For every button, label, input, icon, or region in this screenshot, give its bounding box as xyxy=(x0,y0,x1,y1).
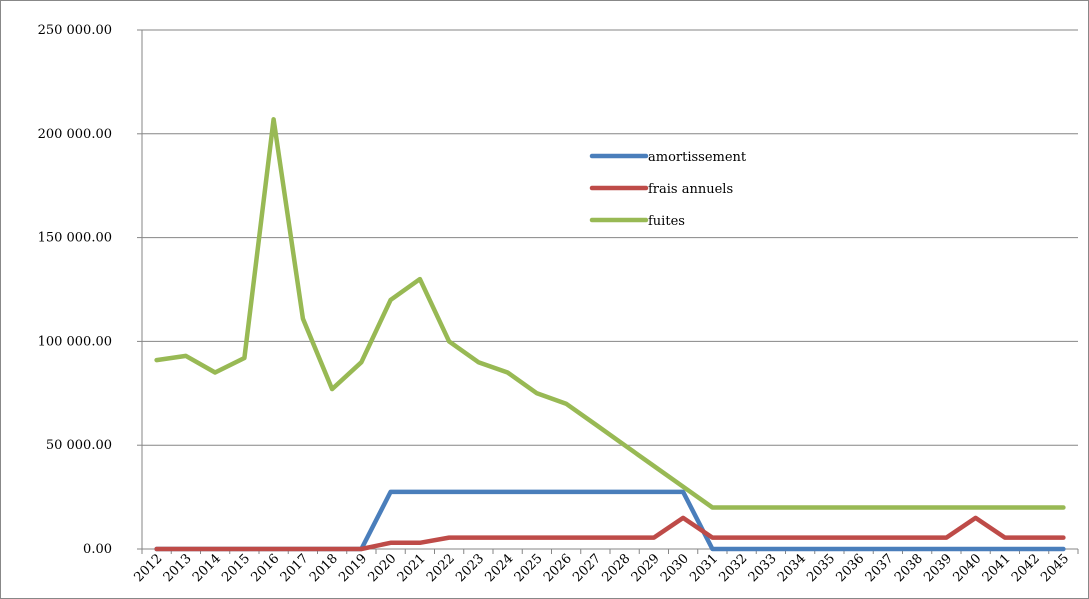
x-tick-label: 2021 xyxy=(395,551,429,585)
x-tick-label: 2024 xyxy=(482,551,516,585)
x-tick-label: 2020 xyxy=(365,551,399,585)
y-tick-label: 200 000.00 xyxy=(38,127,112,142)
gridlines xyxy=(142,29,1078,446)
y-tick-label: 50 000.00 xyxy=(46,438,112,453)
series-line-amortissement xyxy=(154,489,1066,552)
x-tick-label: 2033 xyxy=(746,551,780,585)
x-tick-label: 2036 xyxy=(833,551,867,585)
x-tick-label: 2015 xyxy=(219,551,253,585)
x-tick-label: 2037 xyxy=(863,551,897,585)
x-tick-label: 2022 xyxy=(424,551,458,585)
x-tick-label: 2032 xyxy=(716,551,750,585)
x-axis-tick-labels: 2012201320142015201620172018201920202021… xyxy=(131,551,1072,585)
series-line-fuites xyxy=(154,117,1066,510)
x-tick-label: 2025 xyxy=(512,551,546,585)
series-lines xyxy=(154,117,1066,552)
x-tick-label: 2029 xyxy=(629,551,663,585)
x-tick-label: 2034 xyxy=(775,551,809,585)
legend-label: frais annuels xyxy=(648,182,733,197)
legend[interactable]: amortissement frais annuels fuites xyxy=(589,150,747,229)
x-tick-label: 2041 xyxy=(980,551,1014,585)
legend-item-frais-annuels[interactable]: frais annuels xyxy=(589,182,733,197)
x-tick-label: 2023 xyxy=(453,551,487,585)
legend-item-fuites[interactable]: fuites xyxy=(589,214,685,229)
y-tick-label: 100 000.00 xyxy=(38,334,112,349)
y-tick-label: 150 000.00 xyxy=(38,231,112,246)
x-tick-label: 2017 xyxy=(278,551,312,585)
x-tick-label: 2028 xyxy=(599,551,633,585)
legend-item-amortissement[interactable]: amortissement xyxy=(589,150,747,165)
x-tick-label: 2038 xyxy=(892,551,926,585)
series-line-frais-annuels xyxy=(154,515,1066,552)
x-tick-label: 2039 xyxy=(921,551,955,585)
y-tick-label: 0.00 xyxy=(83,542,112,557)
x-tick-label: 2018 xyxy=(307,551,341,585)
x-tick-label: 2045 xyxy=(1038,551,1072,585)
x-tick-label: 2035 xyxy=(804,551,838,585)
x-tick-label: 2014 xyxy=(190,551,224,585)
x-tick-label: 2019 xyxy=(336,551,370,585)
x-tick-label: 2027 xyxy=(570,551,604,585)
x-tick-label: 2013 xyxy=(161,551,195,585)
x-tick-label: 2040 xyxy=(950,551,984,585)
x-tick-label: 2026 xyxy=(541,551,575,585)
legend-label: amortissement xyxy=(648,150,747,165)
y-tick-label: 250 000.00 xyxy=(38,23,112,38)
axes xyxy=(137,29,1079,554)
y-axis-tick-labels: 0.00 50 000.00 100 000.00 150 000.00 200 000… xyxy=(38,23,112,557)
x-tick-label: 2012 xyxy=(131,551,165,585)
x-tick-label: 2030 xyxy=(658,551,692,585)
legend-label: fuites xyxy=(648,214,685,229)
x-tick-label: 2042 xyxy=(1009,551,1043,585)
x-tick-label: 2031 xyxy=(687,551,721,585)
x-tick-label: 2016 xyxy=(248,551,282,585)
